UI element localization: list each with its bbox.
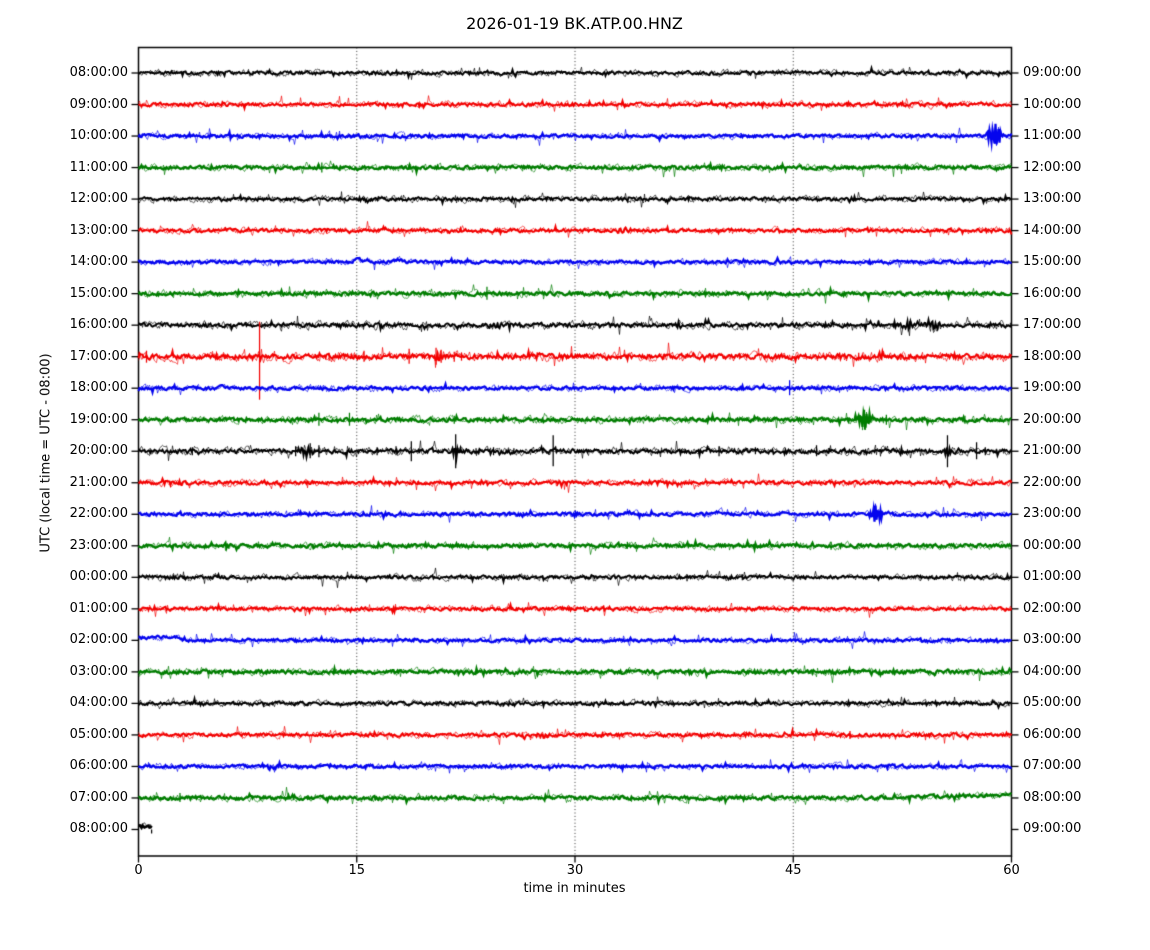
utc-time-label: 09:00:00: [69, 96, 128, 112]
end-time-label: 02:00:00: [1023, 600, 1082, 616]
x-axis-label: time in minutes: [523, 881, 626, 896]
end-time-label: 12:00:00: [1023, 159, 1082, 175]
utc-time-label: 00:00:00: [69, 569, 128, 585]
utc-time-label: 08:00:00: [69, 821, 128, 837]
utc-time-label: 17:00:00: [69, 348, 128, 364]
utc-time-label: 07:00:00: [69, 789, 128, 805]
utc-time-label: 14:00:00: [69, 254, 128, 270]
minute-tick-label: 30: [566, 863, 584, 878]
end-time-label: 09:00:00: [1023, 65, 1082, 80]
end-time-label: 21:00:00: [1023, 443, 1082, 459]
utc-time-label: 10:00:00: [69, 128, 128, 144]
utc-time-label: 04:00:00: [69, 695, 128, 711]
end-time-label: 18:00:00: [1023, 348, 1082, 364]
utc-time-label: 18:00:00: [69, 380, 128, 396]
end-time-label: 15:00:00: [1023, 254, 1082, 270]
utc-time-label: 22:00:00: [69, 506, 128, 522]
end-time-label: 08:00:00: [1023, 789, 1082, 805]
utc-time-label: 05:00:00: [69, 726, 128, 742]
end-time-label: 10:00:00: [1023, 96, 1082, 112]
minute-tick-label: 0: [134, 863, 143, 878]
utc-time-label: 15:00:00: [69, 285, 128, 301]
utc-time-label: 03:00:00: [69, 663, 128, 679]
end-time-label: 05:00:00: [1023, 695, 1082, 711]
utc-time-label: 23:00:00: [69, 537, 128, 553]
utc-time-label: 01:00:00: [69, 600, 128, 616]
end-time-label: 23:00:00: [1023, 506, 1082, 522]
end-time-label: 09:00:00: [1023, 821, 1082, 837]
utc-time-label: 21:00:00: [69, 474, 128, 490]
minute-tick-label: 60: [1003, 863, 1020, 878]
utc-time-label: 08:00:00: [69, 65, 128, 80]
end-time-label: 20:00:00: [1023, 411, 1082, 427]
figure-title: 2026-01-19 BK.ATP.00.HNZ: [466, 14, 683, 33]
end-time-label: 00:00:00: [1023, 537, 1082, 553]
utc-time-label: 06:00:00: [69, 758, 128, 774]
end-time-label: 06:00:00: [1023, 726, 1082, 742]
utc-time-label: 13:00:00: [69, 222, 128, 238]
end-time-label: 16:00:00: [1023, 285, 1082, 301]
end-time-label: 04:00:00: [1023, 663, 1082, 679]
end-time-label: 13:00:00: [1023, 191, 1082, 207]
end-time-label: 14:00:00: [1023, 222, 1082, 238]
minute-tick-label: 15: [348, 863, 366, 878]
utc-time-label: 12:00:00: [69, 191, 128, 207]
end-time-label: 11:00:00: [1023, 128, 1082, 144]
end-time-label: 03:00:00: [1023, 632, 1082, 648]
utc-time-label: 16:00:00: [69, 317, 128, 333]
end-time-label: 07:00:00: [1023, 758, 1082, 774]
end-time-label: 22:00:00: [1023, 474, 1082, 490]
end-time-label: 19:00:00: [1023, 380, 1082, 396]
end-time-label: 17:00:00: [1023, 317, 1082, 333]
end-time-label: 01:00:00: [1023, 569, 1082, 585]
utc-time-label: 02:00:00: [69, 632, 128, 648]
utc-time-label: 11:00:00: [69, 159, 128, 175]
utc-time-label: 20:00:00: [69, 443, 128, 459]
minute-tick-label: 45: [784, 863, 802, 878]
utc-time-label: 19:00:00: [69, 411, 128, 427]
